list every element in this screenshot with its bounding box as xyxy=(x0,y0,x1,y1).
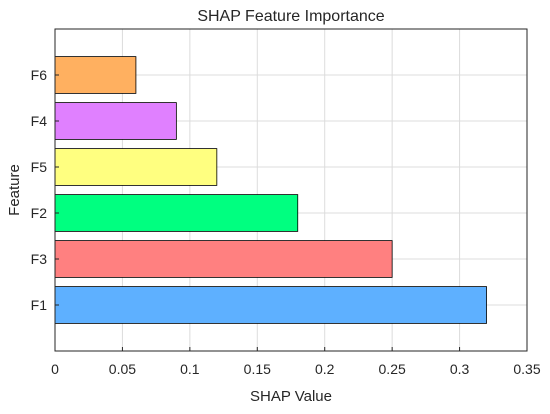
y-axis-label: Feature xyxy=(6,164,23,216)
bar-f2 xyxy=(54,194,299,232)
ticks: 0 0.05 0.1 0.15 0.2 0.25 0.3 0.35 F1 F3 F2 F5 F4 F6 xyxy=(31,67,541,377)
y-tick-label: F5 xyxy=(31,159,48,175)
bar-f1 xyxy=(54,286,487,324)
y-tick-label: F3 xyxy=(31,251,48,267)
bar-f5 xyxy=(54,148,218,186)
x-tick-label: 0.05 xyxy=(109,361,136,377)
x-tick-label: 0.25 xyxy=(379,361,406,377)
x-tick-label: 0.2 xyxy=(315,361,335,377)
x-tick-label: 0 xyxy=(51,361,59,377)
bars xyxy=(54,56,487,324)
bar-f3 xyxy=(54,240,393,278)
x-tick-label: 0.1 xyxy=(180,361,200,377)
y-tick-label: F6 xyxy=(31,67,48,83)
chart-title: SHAP Feature Importance xyxy=(197,8,384,25)
bar-f6 xyxy=(54,56,137,94)
x-tick-label: 0.3 xyxy=(450,361,470,377)
x-axis-label: SHAP Value xyxy=(250,388,332,405)
plot-area-border xyxy=(54,28,528,352)
y-tick-label: F4 xyxy=(31,113,48,129)
y-tick-label: F1 xyxy=(31,297,48,313)
y-tick-label: F2 xyxy=(31,205,48,221)
x-tick-label: 0.35 xyxy=(513,361,540,377)
x-tick-label: 0.15 xyxy=(244,361,271,377)
bar-f4 xyxy=(54,102,177,140)
